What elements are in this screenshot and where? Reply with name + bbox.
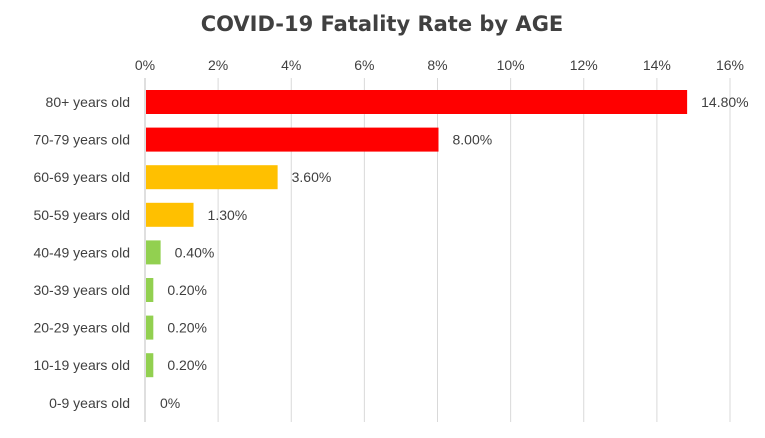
category-label: 50-59 years old: [33, 207, 130, 223]
data-label: 14.80%: [701, 94, 748, 110]
data-label: 3.60%: [292, 169, 332, 185]
bar: [146, 353, 154, 378]
chart-title: COVID-19 Fatality Rate by AGE: [201, 12, 564, 36]
x-tick-label: 0%: [135, 57, 155, 73]
bars: [146, 90, 688, 378]
x-tick-label: 8%: [427, 57, 447, 73]
bar: [146, 127, 439, 152]
x-tick-label: 2%: [208, 57, 228, 73]
bar: [146, 202, 194, 227]
bar: [146, 240, 161, 265]
x-tick-label: 6%: [354, 57, 374, 73]
data-labels: 14.80% 8.00% 3.60% 1.30% 0.40% 0.20% 0.20% 0.20…: [160, 94, 749, 411]
bar: [146, 278, 154, 302]
category-label: 80+ years old: [46, 94, 130, 110]
category-label: 20-29 years old: [33, 320, 130, 336]
x-tick-label: 16%: [716, 57, 744, 73]
category-label: 0-9 years old: [49, 395, 130, 411]
x-tick-label: 14%: [643, 57, 671, 73]
x-tick-label: 10%: [497, 57, 525, 73]
bar: [146, 165, 278, 190]
category-label: 60-69 years old: [33, 169, 130, 185]
data-label: 8.00%: [453, 132, 493, 148]
data-label: 1.30%: [208, 207, 248, 223]
x-tick-label: 4%: [281, 57, 301, 73]
bar: [146, 315, 154, 340]
category-label: 70-79 years old: [33, 132, 130, 148]
data-label: 0.40%: [175, 244, 215, 260]
data-label: 0%: [160, 395, 180, 411]
data-label: 0.20%: [167, 357, 207, 373]
x-tick-label: 12%: [570, 57, 598, 73]
category-axis: 80+ years old 70-79 years old 60-69 years …: [33, 94, 130, 411]
category-label: 10-19 years old: [33, 357, 130, 373]
bar: [146, 90, 688, 114]
x-axis-ticks: 0% 2% 4% 6% 8% 10% 12% 14% 16%: [135, 57, 744, 73]
category-label: 40-49 years old: [33, 244, 130, 260]
data-label: 0.20%: [167, 320, 207, 336]
category-label: 30-39 years old: [33, 282, 130, 298]
data-label: 0.20%: [167, 282, 207, 298]
